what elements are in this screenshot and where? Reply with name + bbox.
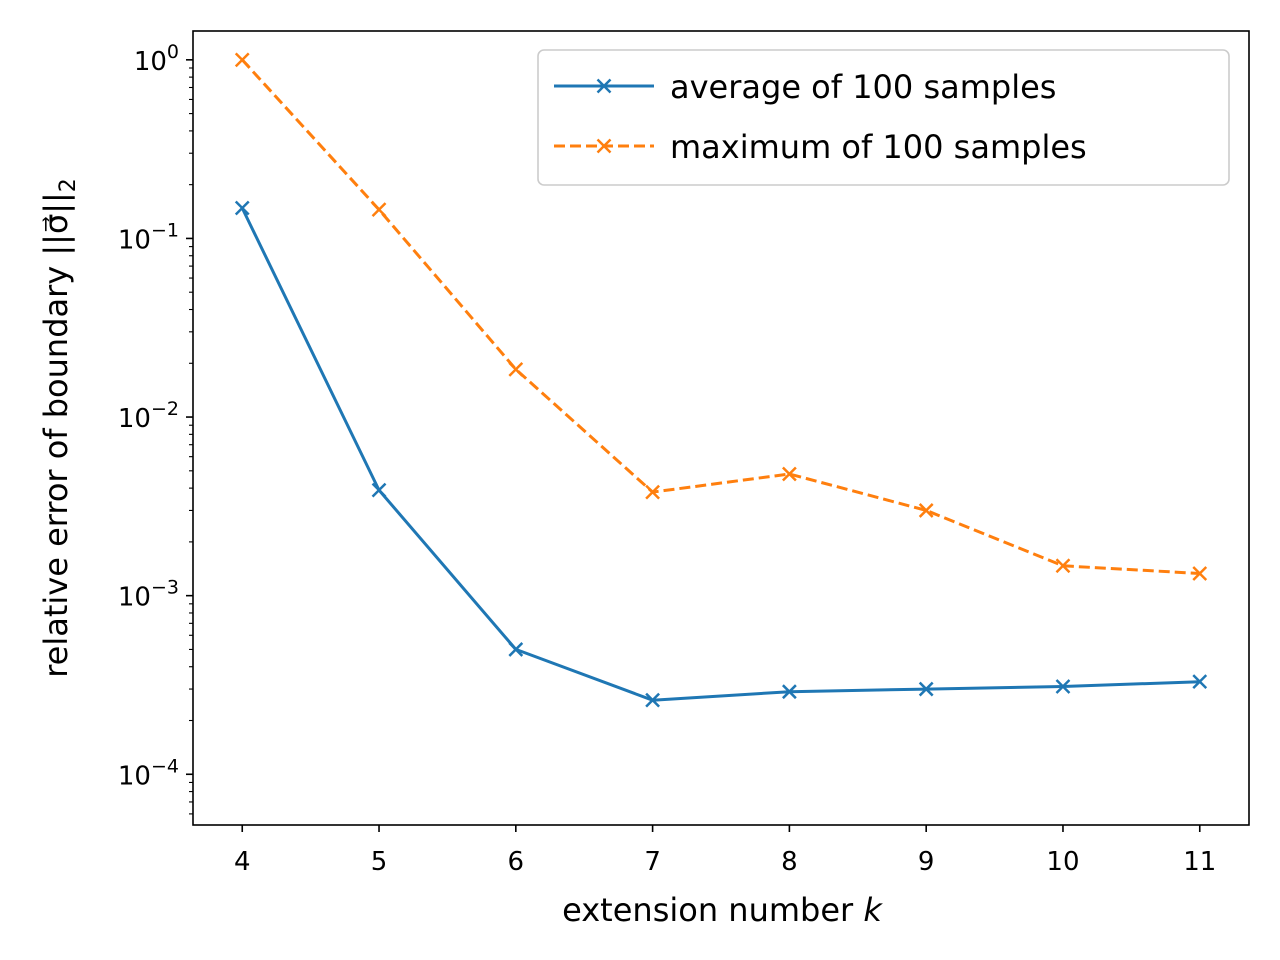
data-point-marker <box>1055 679 1071 694</box>
legend-frame <box>537 49 1230 186</box>
data-point-marker <box>645 692 660 708</box>
y-tick-label: 10−3 <box>118 577 179 613</box>
series-line <box>240 207 1200 702</box>
axes-frame <box>192 30 1250 826</box>
x-tick-label: 7 <box>644 847 661 877</box>
data-point-marker <box>1055 558 1071 574</box>
x-tick-label: 9 <box>918 847 935 877</box>
y-tick-label: 10−4 <box>118 755 179 791</box>
data-point-marker <box>1192 674 1208 690</box>
series-1 <box>234 200 1208 708</box>
y-tick-label: 10−2 <box>118 398 179 434</box>
legend-label: maximum of 100 samples <box>670 128 1087 166</box>
legend-label: average of 100 samples <box>670 68 1056 106</box>
x-tick-label: 10 <box>1046 847 1079 877</box>
y-tick-label: 10−1 <box>118 219 179 255</box>
data-point-marker <box>918 503 934 518</box>
data-point-marker <box>234 52 250 68</box>
x-tick-label: 6 <box>508 847 525 877</box>
data-point-marker <box>371 202 387 217</box>
legend: average of 100 samples maximum of 100 sam… <box>537 49 1230 186</box>
x-tick-label: 5 <box>371 847 388 877</box>
data-point-marker <box>508 642 524 657</box>
data-point-marker <box>782 466 797 482</box>
legend-item-2: maximum of 100 samples <box>554 128 1087 166</box>
data-point-marker <box>1192 566 1208 581</box>
series-line <box>241 58 1200 575</box>
axes-group: 4 5 6 7 8 9 10 11 100 10−1 10−2 10−3 10−4 <box>118 30 1250 877</box>
series-group <box>234 52 1208 708</box>
x-tick-label: 11 <box>1183 847 1216 877</box>
data-point-marker <box>645 484 660 500</box>
data-point-marker <box>508 361 524 377</box>
data-point-marker <box>234 200 250 216</box>
y-axis-label: relative error of boundary ||σ⃗||2 <box>37 178 81 678</box>
x-tick-label: 4 <box>234 847 251 877</box>
data-point-marker <box>371 482 387 498</box>
series-2 <box>234 52 1208 581</box>
y-tick-label: 100 <box>134 41 179 77</box>
x-axis-label: extension number k <box>562 891 883 929</box>
data-point-marker <box>782 684 797 700</box>
data-point-marker <box>918 681 934 697</box>
x-tick-label: 8 <box>781 847 798 877</box>
legend-item-1: average of 100 samples <box>554 68 1056 106</box>
legend-marker <box>596 138 612 154</box>
legend-marker <box>596 78 612 94</box>
